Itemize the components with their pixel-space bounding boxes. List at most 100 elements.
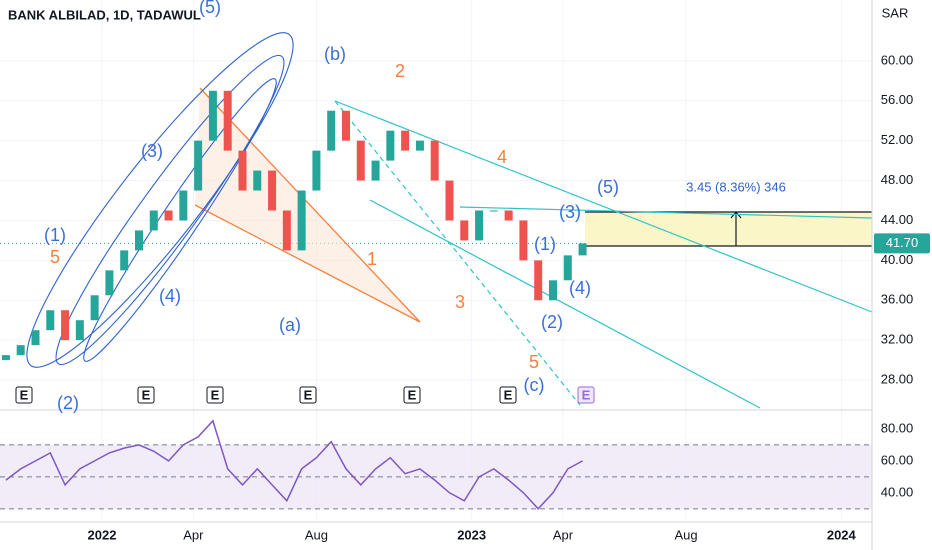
candle [268, 170, 277, 211]
candle [120, 250, 129, 271]
earnings-icon [137, 386, 155, 404]
wave-label: (3) [559, 202, 581, 222]
candle [194, 140, 203, 191]
last-price-box [874, 233, 930, 254]
chart-title: BANK ALBILAD, 1D, TADAWUL [8, 7, 201, 22]
candle [282, 210, 291, 251]
candle [401, 130, 410, 151]
candle [386, 130, 395, 161]
wave-label: (3) [141, 141, 163, 161]
candle [149, 210, 158, 231]
measure-label: 3.45 (8.36%) 346 [686, 179, 786, 194]
wave-label: (2) [541, 312, 563, 332]
fib-arc [55, 54, 285, 366]
earnings-label: E [304, 387, 313, 402]
candle [1, 355, 10, 361]
x-tick-label: 2023 [457, 527, 486, 542]
trend-line [334, 100, 873, 313]
label-layer: 28.00 32.00 36.00 40.00 44.00 48.00 52.00 56.00… [15, 0, 930, 542]
wave-label: (5) [597, 177, 619, 197]
wedge-fill [195, 88, 420, 322]
candle [415, 140, 424, 151]
fib-arc [83, 78, 277, 362]
candle [238, 150, 247, 191]
trend-line [369, 199, 761, 409]
y-tick-label: 56.00 [881, 92, 914, 107]
candle [430, 140, 439, 181]
x-tick-label: Apr [183, 527, 204, 542]
last-price-label: 41.70 [886, 235, 919, 250]
wave-label: 2 [395, 61, 405, 81]
earnings-icon [403, 386, 421, 404]
wave-label: 1 [367, 249, 377, 269]
wave-label: (1) [44, 225, 66, 245]
wave-label: (5) [199, 0, 221, 17]
earnings-icon [499, 386, 517, 404]
candle [134, 230, 143, 251]
candle [46, 310, 55, 331]
wedge-line [194, 204, 421, 323]
earnings-label: E [504, 387, 513, 402]
candle [179, 190, 188, 221]
candle [253, 170, 262, 191]
y-tick-label: 44.00 [881, 212, 914, 227]
wave-label: (2) [57, 393, 79, 413]
y-tick-label: 60.00 [881, 52, 914, 67]
candle [90, 295, 99, 321]
mark-layer [1, 90, 587, 510]
y-tick-label: 40.00 [881, 252, 914, 267]
earnings-label: E [20, 387, 29, 402]
candle [164, 210, 173, 221]
x-tick-label: 2024 [827, 527, 857, 542]
wave-label: (4) [569, 278, 591, 298]
earnings-icon [206, 386, 224, 404]
x-tick-label: Apr [553, 527, 574, 542]
earnings-icon [15, 386, 33, 404]
candle [519, 220, 528, 261]
wave-label: 5 [50, 247, 60, 267]
x-tick-label: Aug [674, 527, 697, 542]
wedge-line [199, 87, 421, 323]
fib-arc [26, 32, 294, 368]
x-tick-label: 2022 [88, 527, 117, 542]
candle [475, 210, 484, 241]
candle [312, 150, 321, 191]
candle [548, 280, 557, 301]
candle [445, 180, 454, 221]
candle [31, 330, 40, 346]
rsi-tick-label: 60.00 [881, 452, 914, 467]
earnings-label: E [142, 387, 151, 402]
currency: SAR [882, 5, 909, 20]
earnings-icon [299, 386, 317, 404]
rsi-tick-label: 40.00 [881, 484, 914, 499]
wave-label: (1) [534, 234, 556, 254]
candle [75, 320, 84, 341]
wave-label: 4 [497, 147, 507, 167]
earnings-label: E [211, 387, 220, 402]
earnings-label: E [582, 387, 591, 402]
wave-label: (4) [159, 286, 181, 306]
rsi-tick-label: 80.00 [881, 420, 914, 435]
candle [489, 210, 498, 212]
candle [341, 110, 350, 141]
candle [504, 210, 513, 221]
candle [534, 260, 543, 301]
candle [371, 160, 380, 181]
y-tick-label: 48.00 [881, 172, 914, 187]
earnings-label: E [408, 387, 417, 402]
candle [356, 140, 365, 181]
candle [16, 345, 25, 356]
earnings-icon [577, 386, 595, 404]
candle [223, 90, 232, 151]
wave-label: (b) [324, 44, 346, 64]
y-tick-label: 28.00 [881, 371, 914, 386]
candle [61, 310, 70, 341]
candle [105, 270, 114, 296]
measure-arrow [730, 211, 742, 219]
wave-label: 3 [455, 292, 465, 312]
candle [563, 255, 572, 281]
candle [460, 220, 469, 241]
x-tick-label: Aug [305, 527, 328, 542]
rsi-line [5, 419, 583, 510]
